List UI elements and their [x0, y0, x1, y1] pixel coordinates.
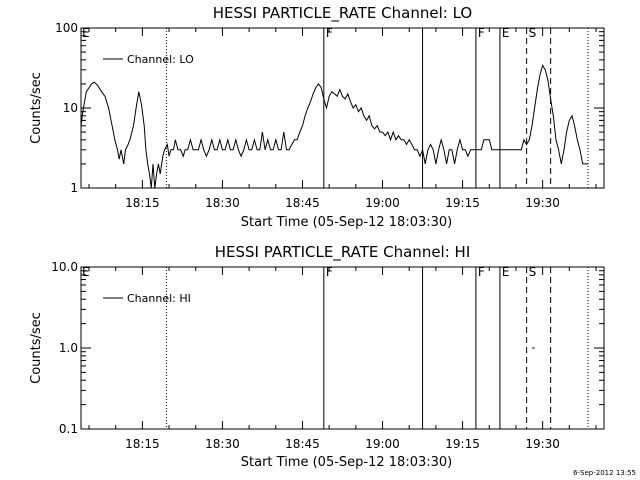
- x-tick-label: 18:30: [205, 196, 240, 210]
- y-tick-label: 10: [63, 101, 78, 115]
- y-tick-label: 100: [55, 21, 78, 35]
- event-marker-label: F: [326, 26, 333, 40]
- x-tick-label: 19:00: [365, 437, 400, 451]
- chart-title: HESSI PARTICLE_RATE Channel: HI: [215, 243, 471, 262]
- series-line-1: [80, 64, 588, 189]
- event-marker-label: S: [529, 26, 537, 40]
- x-tick-label: 19:30: [525, 437, 560, 451]
- y-axis-label: Counts/sec: [29, 72, 44, 144]
- x-axis-label: Start Time (05-Sep-12 18:03:30): [241, 455, 452, 470]
- event-marker-label: F: [478, 265, 485, 279]
- x-tick-label: 19:15: [445, 196, 480, 210]
- event-marker-label: F: [478, 26, 485, 40]
- x-axis-label: Start Time (05-Sep-12 18:03:30): [241, 215, 452, 230]
- y-tick-label: 10.0: [51, 260, 78, 274]
- legend-label: Channel: HI: [127, 292, 191, 305]
- x-tick-label: 19:30: [525, 196, 560, 210]
- y-tick-label: 0.1: [59, 422, 78, 436]
- plot-frame: [80, 27, 605, 189]
- event-marker-label: F: [326, 265, 333, 279]
- edge-marker-label: E: [82, 265, 90, 279]
- generation-timestamp: 6-Sep-2012 13:55: [573, 469, 636, 477]
- chart-panel-1: HESSI PARTICLE_RATE Channel: LO 1 10 100 18:…: [29, 4, 605, 230]
- event-marker-label: E: [502, 265, 510, 279]
- event-marker-label: E: [502, 26, 510, 40]
- event-marker-label: S: [529, 265, 537, 279]
- y-axis-label: Counts/sec: [29, 312, 44, 384]
- x-tick-label: 19:00: [365, 196, 400, 210]
- chart-panel-2: HESSI PARTICLE_RATE Channel: HI 0.1 1.0 10.…: [29, 243, 605, 470]
- legend-label: Channel: LO: [127, 53, 194, 66]
- x-tick-label: 19:15: [445, 437, 480, 451]
- y-tick-label: 1: [70, 181, 78, 195]
- edge-marker-label: E: [82, 26, 90, 40]
- x-tick-label: 18:45: [285, 196, 320, 210]
- x-tick-label: 18:45: [285, 437, 320, 451]
- x-tick-label: 18:15: [125, 437, 160, 451]
- y-tick-label: 1.0: [59, 341, 78, 355]
- chart-title: HESSI PARTICLE_RATE Channel: LO: [213, 4, 472, 23]
- x-tick-label: 18:30: [205, 437, 240, 451]
- x-tick-label: 18:15: [125, 196, 160, 210]
